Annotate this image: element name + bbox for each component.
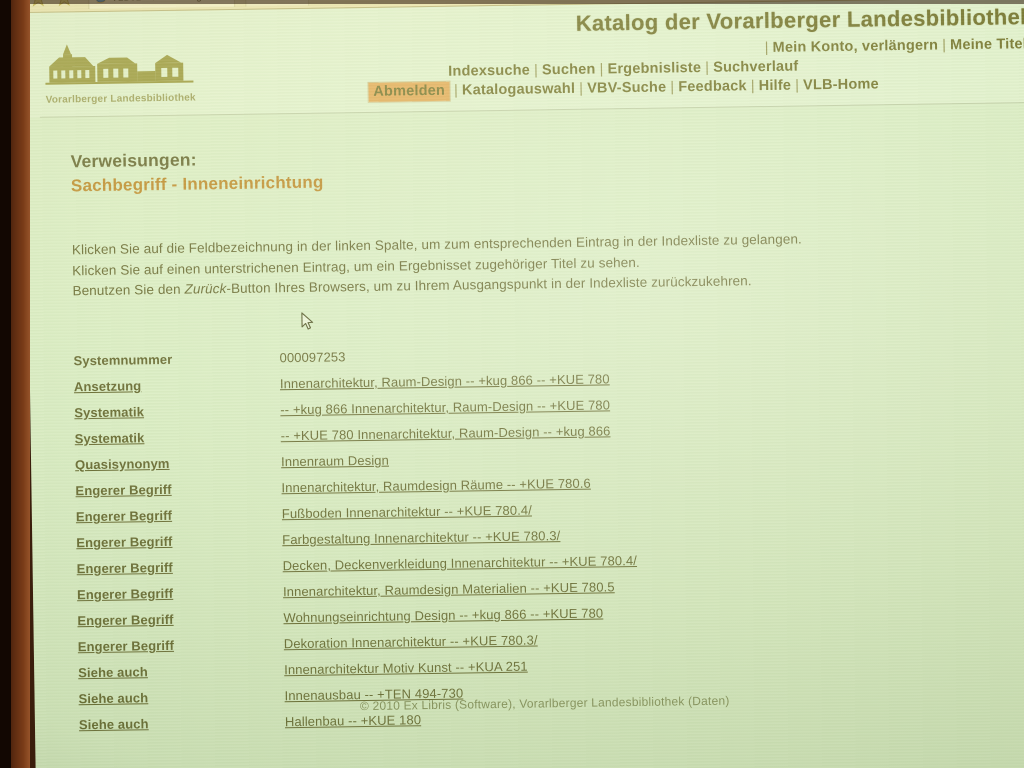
photo-left-wall-dark [0, 0, 11, 768]
mouse-pointer-icon [301, 312, 315, 332]
row-label-link[interactable]: Ansetzung [73, 378, 142, 395]
row-label-cell: Engerer Begriff [76, 553, 282, 582]
row-label-cell: Siehe auch [78, 657, 284, 686]
row-value-link[interactable]: Wohnungseinrichtung Design -- +kug 866 -… [283, 605, 604, 626]
nav-link-vlb-home[interactable]: VLB-Home [802, 76, 879, 94]
nav-separator: | [579, 80, 584, 97]
row-label-cell: Engerer Begriff [78, 631, 284, 660]
row-label-link[interactable]: Engerer Begriff [76, 559, 173, 577]
row-value-link[interactable]: Fußboden Innenarchitektur -- +KUE 780.4/ [281, 502, 533, 522]
row-value-link[interactable]: Farbgestaltung Innenarchitektur -- +KUE … [282, 528, 561, 548]
row-value-link[interactable]: Decken, Deckenverkleidung Innenarchitekt… [282, 553, 638, 574]
row-label-cell: Engerer Begriff [76, 501, 282, 530]
nav-separator: | [670, 79, 675, 96]
nav-link-vbv-suche[interactable]: VBV-Suche [587, 79, 667, 97]
nav-link-meine-titel[interactable]: Meine Titel [949, 36, 1024, 54]
nav-link-feedback[interactable]: Feedback [678, 78, 747, 96]
row-value-link[interactable]: Innenarchitektur, Raumdesign Räume -- +K… [281, 475, 591, 496]
references-table: Systemnummer 000097253 Ansetzung Innenarchi… [73, 340, 639, 738]
nav-link-suchen[interactable]: Suchen [541, 61, 596, 79]
row-value-link[interactable]: Innenarchitektur, Raum-Design -- +kug 86… [279, 371, 610, 392]
nav-separator: | [795, 77, 800, 94]
row-label-link[interactable]: Systematik [74, 430, 145, 447]
row-label-link[interactable]: Engerer Begriff [76, 585, 174, 603]
row-label-link[interactable]: Engerer Begriff [77, 611, 174, 629]
row-label-link[interactable]: Systematik [74, 404, 145, 421]
browser-window: VLB01 - Verweisungsliste [24, 0, 1024, 768]
library-logo[interactable]: Vorarlberger Landesbibliothek [40, 14, 213, 106]
row-value-text: 000097253 [279, 349, 346, 366]
row-label-link[interactable]: Siehe auch [78, 664, 148, 681]
row-label-cell: Systematik [75, 423, 281, 452]
row-label-text: Systemnummer [73, 351, 173, 369]
nav-separator: | [750, 78, 755, 95]
row-label-link[interactable]: Engerer Begriff [77, 637, 175, 655]
row-value-link[interactable]: -- +kug 866 Innenarchitektur, Raum-Desig… [280, 397, 611, 418]
row-label-cell: Engerer Begriff [75, 475, 281, 504]
row-label-link[interactable]: Quasisynonym [74, 455, 170, 473]
nav-link-hilfe[interactable]: Hilfe [758, 77, 792, 95]
library-logo-caption: Vorarlberger Landesbibliothek [45, 92, 196, 106]
library-building-icon [45, 44, 194, 85]
instruction-emphasis: Zurück [184, 281, 227, 297]
row-value-link[interactable]: Hallenbau -- +KUE 180 [284, 712, 422, 730]
row-label-cell: Engerer Begriff [77, 605, 283, 634]
row-label-cell: Engerer Begriff [76, 527, 282, 556]
row-label-link[interactable]: Engerer Begriff [75, 481, 172, 499]
nav-link-suchverlauf[interactable]: Suchverlauf [713, 58, 799, 76]
nav-separator: | [705, 59, 710, 76]
row-label-cell: Systematik [74, 397, 280, 426]
nav-separator: | [533, 62, 539, 79]
nav-link-katalogauswahl[interactable]: Katalogauswahl [461, 80, 576, 99]
row-label-cell: Ansetzung [74, 371, 280, 400]
nav-link-indexsuche[interactable]: Indexsuche [448, 62, 531, 80]
nav-link-mein-konto-verl-ngern[interactable]: Mein Konto, verlängern [772, 37, 939, 56]
nav-separator: | [453, 82, 459, 99]
row-label-cell: Engerer Begriff [77, 579, 283, 608]
catalog-title: Katalog der Vorarlberger Landesbibliothe… [575, 4, 1024, 36]
main-content: Verweisungen: Sachbegriff - Inneneinrich… [26, 103, 1024, 739]
row-label-cell: Systemnummer [73, 345, 279, 374]
row-value-link[interactable]: Innenraum Design [280, 452, 390, 470]
nav-separator: | [599, 61, 604, 78]
nav-separator: | [942, 37, 947, 54]
photo-top-shadow [0, 0, 1024, 4]
nav-link-ergebnisliste[interactable]: Ergebnisliste [607, 59, 702, 78]
nav-link-abmelden[interactable]: Abmelden [368, 81, 451, 102]
row-label-link[interactable]: Engerer Begriff [75, 507, 173, 525]
row-label-link[interactable]: Engerer Begriff [76, 533, 173, 551]
instructions-block: Klicken Sie auf die Feldbezeichnung in d… [72, 226, 1024, 302]
nav-separator: | [764, 39, 769, 57]
row-value-link[interactable]: Innenarchitektur Motiv Kunst -- +KUA 251 [284, 658, 528, 678]
row-label-cell: Quasisynonym [75, 449, 281, 478]
row-value-link[interactable]: Innenarchitektur, Raumdesign Materialien… [282, 579, 615, 600]
site-header: Vorarlberger Landesbibliothek Katalog de… [24, 0, 1024, 118]
row-value-link[interactable]: -- +KUE 780 Innenarchitektur, Raum-Desig… [280, 423, 611, 444]
row-label-link[interactable]: Siehe auch [78, 716, 149, 733]
row-value-link[interactable]: Dekoration Innenarchitektur -- +KUE 780.… [283, 632, 538, 652]
